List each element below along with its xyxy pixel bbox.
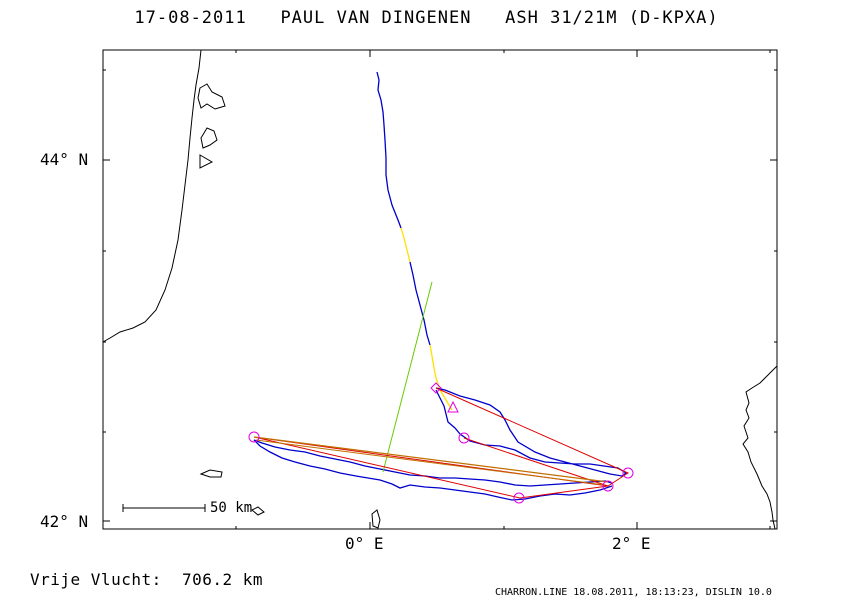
coastline-atlantic [102,49,202,343]
track-segment-middle [409,261,431,346]
flight-distance: Vrije Vlucht: 706.2 km [30,572,263,588]
footer-info: CHARRON.LINE 18.08.2011, 18:13:23, DISLI… [495,587,772,598]
lat-label-44: 44° N [40,150,89,169]
map-title: 17-08-2011 PAUL VAN DINGENEN ASH 31/21M … [134,8,719,28]
plot-frame [102,49,778,530]
track-segment-yellow-2 [429,344,453,411]
scale-bar [122,504,206,512]
turnpoint-east-1 [602,480,614,492]
turnpoints [248,382,634,504]
leg-red-outline [253,387,630,499]
lon-label-0: 0° E [345,534,384,553]
track-segment-north [376,71,402,229]
track-segment-loop-east [435,387,628,477]
start-marker-diamond [430,382,442,394]
turnpoint-south [513,492,525,504]
lake-3 [371,509,381,529]
lake-2 [251,506,265,516]
lon-label-2: 2° E [612,534,651,553]
turnpoint-west [248,431,260,443]
track-segment-south [253,439,613,501]
leg-orange-1 [253,436,609,483]
leg-orange-2 [255,439,606,486]
flight-track [253,71,628,501]
lake-1 [199,469,223,478]
axis-ticks [103,50,777,529]
leg-red-inner [463,437,609,487]
flight-distance-label: Vrije Vlucht: [30,570,162,589]
track-segment-yellow-1 [400,227,411,263]
task-legs [253,387,630,499]
flight-distance-value: 706.2 km [182,570,264,589]
island-2 [200,127,218,149]
island-3 [199,154,214,169]
finish-marker-triangle [447,400,459,413]
turnpoint-east-2 [622,467,634,479]
lat-label-42: 42° N [40,512,89,531]
green-leg [382,281,433,473]
coastline-mediterranean [742,365,778,530]
island-1 [197,83,226,110]
turnpoint-inner [458,432,470,444]
scale-bar-label: 50 km [210,500,253,516]
